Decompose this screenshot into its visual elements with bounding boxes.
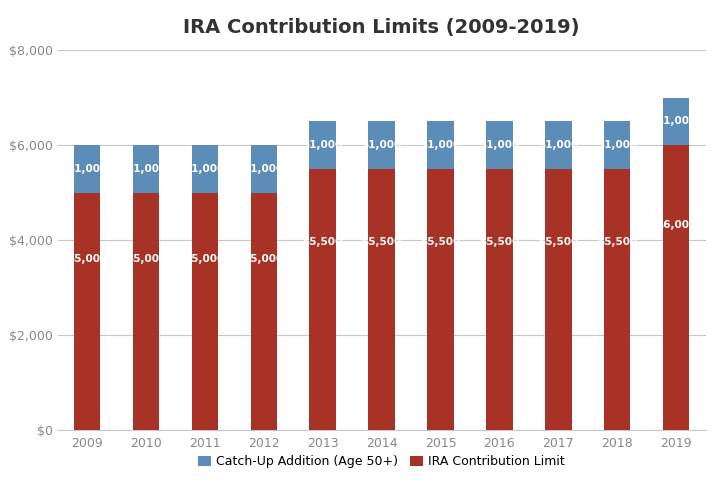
Text: $1,000: $1,000 <box>243 164 284 174</box>
Bar <box>251 145 277 192</box>
Text: $5,500: $5,500 <box>302 237 343 247</box>
Bar <box>545 121 572 169</box>
Bar <box>310 169 336 430</box>
Bar <box>74 145 100 192</box>
Bar <box>486 121 513 169</box>
Text: $1,000: $1,000 <box>67 164 107 174</box>
Bar <box>74 192 100 430</box>
Text: $1,000: $1,000 <box>539 140 578 150</box>
Text: $5,500: $5,500 <box>480 237 520 247</box>
Text: $1,000: $1,000 <box>597 140 637 150</box>
Bar <box>132 145 159 192</box>
Text: $5,000: $5,000 <box>126 254 166 264</box>
Text: $1,000: $1,000 <box>420 140 461 150</box>
Bar <box>545 169 572 430</box>
Text: $5,500: $5,500 <box>539 237 578 247</box>
Text: $1,000: $1,000 <box>126 164 166 174</box>
Title: IRA Contribution Limits (2009-2019): IRA Contribution Limits (2009-2019) <box>184 18 580 38</box>
Bar <box>427 169 454 430</box>
Bar <box>663 145 690 430</box>
Text: $6,000: $6,000 <box>656 220 696 230</box>
Bar <box>251 192 277 430</box>
Text: $5,500: $5,500 <box>420 237 461 247</box>
Bar <box>486 169 513 430</box>
Bar <box>192 192 218 430</box>
Text: $1,000: $1,000 <box>480 140 520 150</box>
Bar <box>369 169 395 430</box>
Bar <box>310 121 336 169</box>
Bar <box>604 121 631 169</box>
Text: $1,000: $1,000 <box>185 164 225 174</box>
Text: $5,000: $5,000 <box>243 254 284 264</box>
Bar <box>132 192 159 430</box>
Text: $1,000: $1,000 <box>361 140 402 150</box>
Text: $5,500: $5,500 <box>597 237 637 247</box>
Bar <box>427 121 454 169</box>
Text: $5,000: $5,000 <box>185 254 225 264</box>
Bar <box>663 98 690 145</box>
Bar <box>604 169 631 430</box>
Bar <box>192 145 218 192</box>
Text: $5,000: $5,000 <box>67 254 107 264</box>
Legend: Catch-Up Addition (Age 50+), IRA Contribution Limit: Catch-Up Addition (Age 50+), IRA Contrib… <box>194 450 570 473</box>
Text: $1,000: $1,000 <box>656 116 696 126</box>
Text: $5,500: $5,500 <box>361 237 402 247</box>
Text: $1,000: $1,000 <box>302 140 343 150</box>
Bar <box>369 121 395 169</box>
